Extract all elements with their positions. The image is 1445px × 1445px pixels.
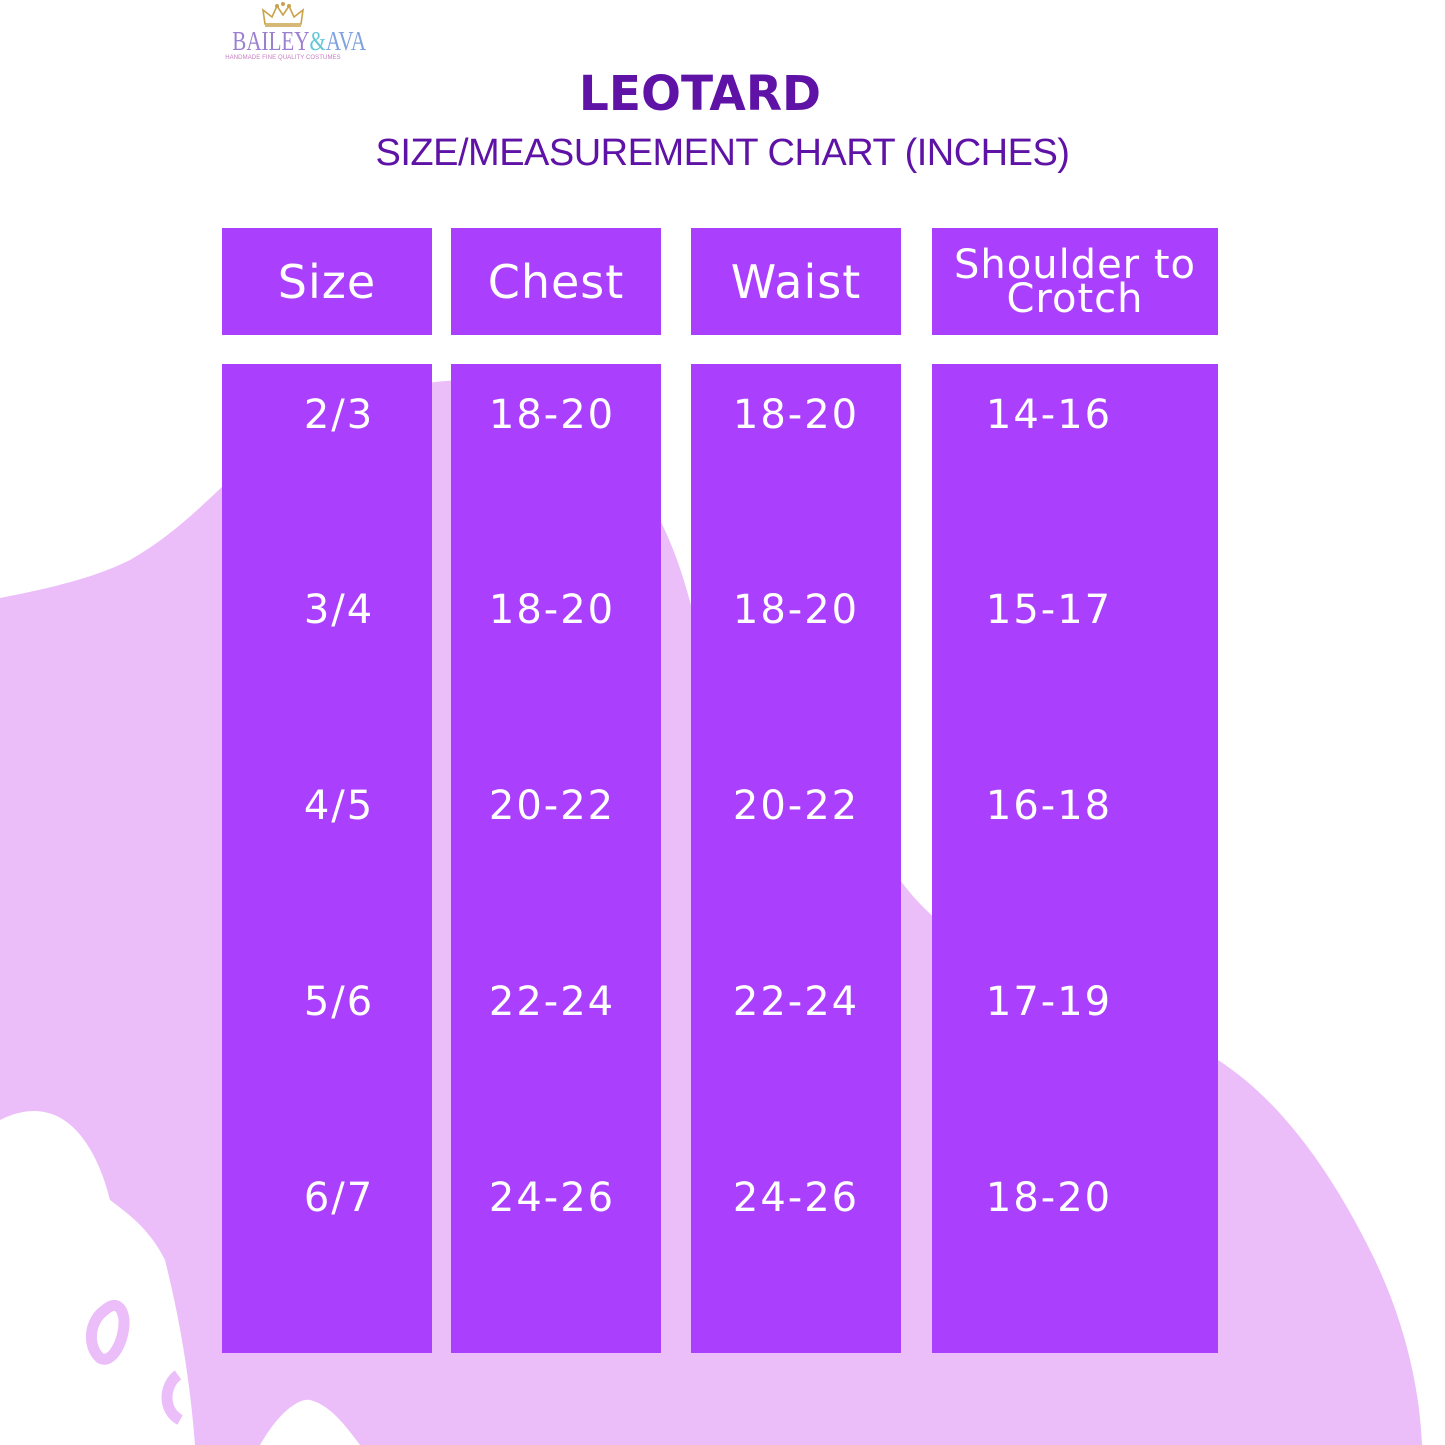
header-shoulder-line1: Shoulder to bbox=[954, 241, 1196, 288]
header-shoulder-line2: Crotch bbox=[1006, 275, 1144, 322]
brand-name: BAILEY&AVA bbox=[232, 26, 367, 56]
column-size: 2/3 3/4 4/5 5/6 6/7 bbox=[222, 364, 432, 1353]
header-shoulder-to-crotch: Shoulder to Crotch bbox=[932, 228, 1218, 335]
header-chest: Chest bbox=[451, 228, 661, 335]
cell-waist-row4: 22-24 bbox=[732, 979, 860, 1025]
cell-waist-row2: 18-20 bbox=[732, 587, 860, 633]
cell-shoulder-row1: 14-16 bbox=[985, 392, 1113, 438]
cell-size-row5: 6/7 bbox=[303, 1175, 375, 1221]
cell-waist-row1: 18-20 bbox=[732, 392, 860, 438]
cell-chest-row5: 24-26 bbox=[488, 1175, 616, 1221]
crown-icon bbox=[261, 2, 305, 27]
chart-subtitle: SIZE/MEASUREMENT CHART (INCHES) bbox=[375, 132, 1070, 174]
cell-size-row2: 3/4 bbox=[303, 587, 375, 633]
cell-waist-row5: 24-26 bbox=[732, 1175, 860, 1221]
cell-shoulder-row2: 15-17 bbox=[985, 587, 1113, 633]
cell-chest-row3: 20-22 bbox=[488, 783, 616, 829]
header-waist: Waist bbox=[691, 228, 901, 335]
cell-waist-row3: 20-22 bbox=[732, 783, 860, 829]
cell-shoulder-row4: 17-19 bbox=[985, 979, 1113, 1025]
cell-chest-row1: 18-20 bbox=[488, 392, 616, 438]
column-shoulder-to-crotch: 14-16 15-17 16-18 17-19 18-20 bbox=[932, 364, 1218, 1353]
column-waist: 18-20 18-20 20-22 22-24 24-26 bbox=[691, 364, 901, 1353]
cell-chest-row4: 22-24 bbox=[488, 979, 616, 1025]
column-chest: 18-20 18-20 20-22 22-24 24-26 bbox=[451, 364, 661, 1353]
cell-size-row4: 5/6 bbox=[303, 979, 375, 1025]
cell-shoulder-row5: 18-20 bbox=[985, 1175, 1113, 1221]
brand-logo: BAILEY&AVA HANDMADE FINE QUALITY COSTUME… bbox=[218, 2, 367, 68]
cell-size-row3: 4/5 bbox=[303, 783, 375, 829]
cell-size-row1: 2/3 bbox=[303, 392, 375, 438]
chart-title: LEOTARD bbox=[578, 66, 822, 122]
cell-shoulder-row3: 16-18 bbox=[985, 783, 1113, 829]
header-size: Size bbox=[222, 228, 432, 335]
brand-tagline: HANDMADE FINE QUALITY COSTUMES bbox=[225, 55, 341, 61]
cell-chest-row2: 18-20 bbox=[488, 587, 616, 633]
